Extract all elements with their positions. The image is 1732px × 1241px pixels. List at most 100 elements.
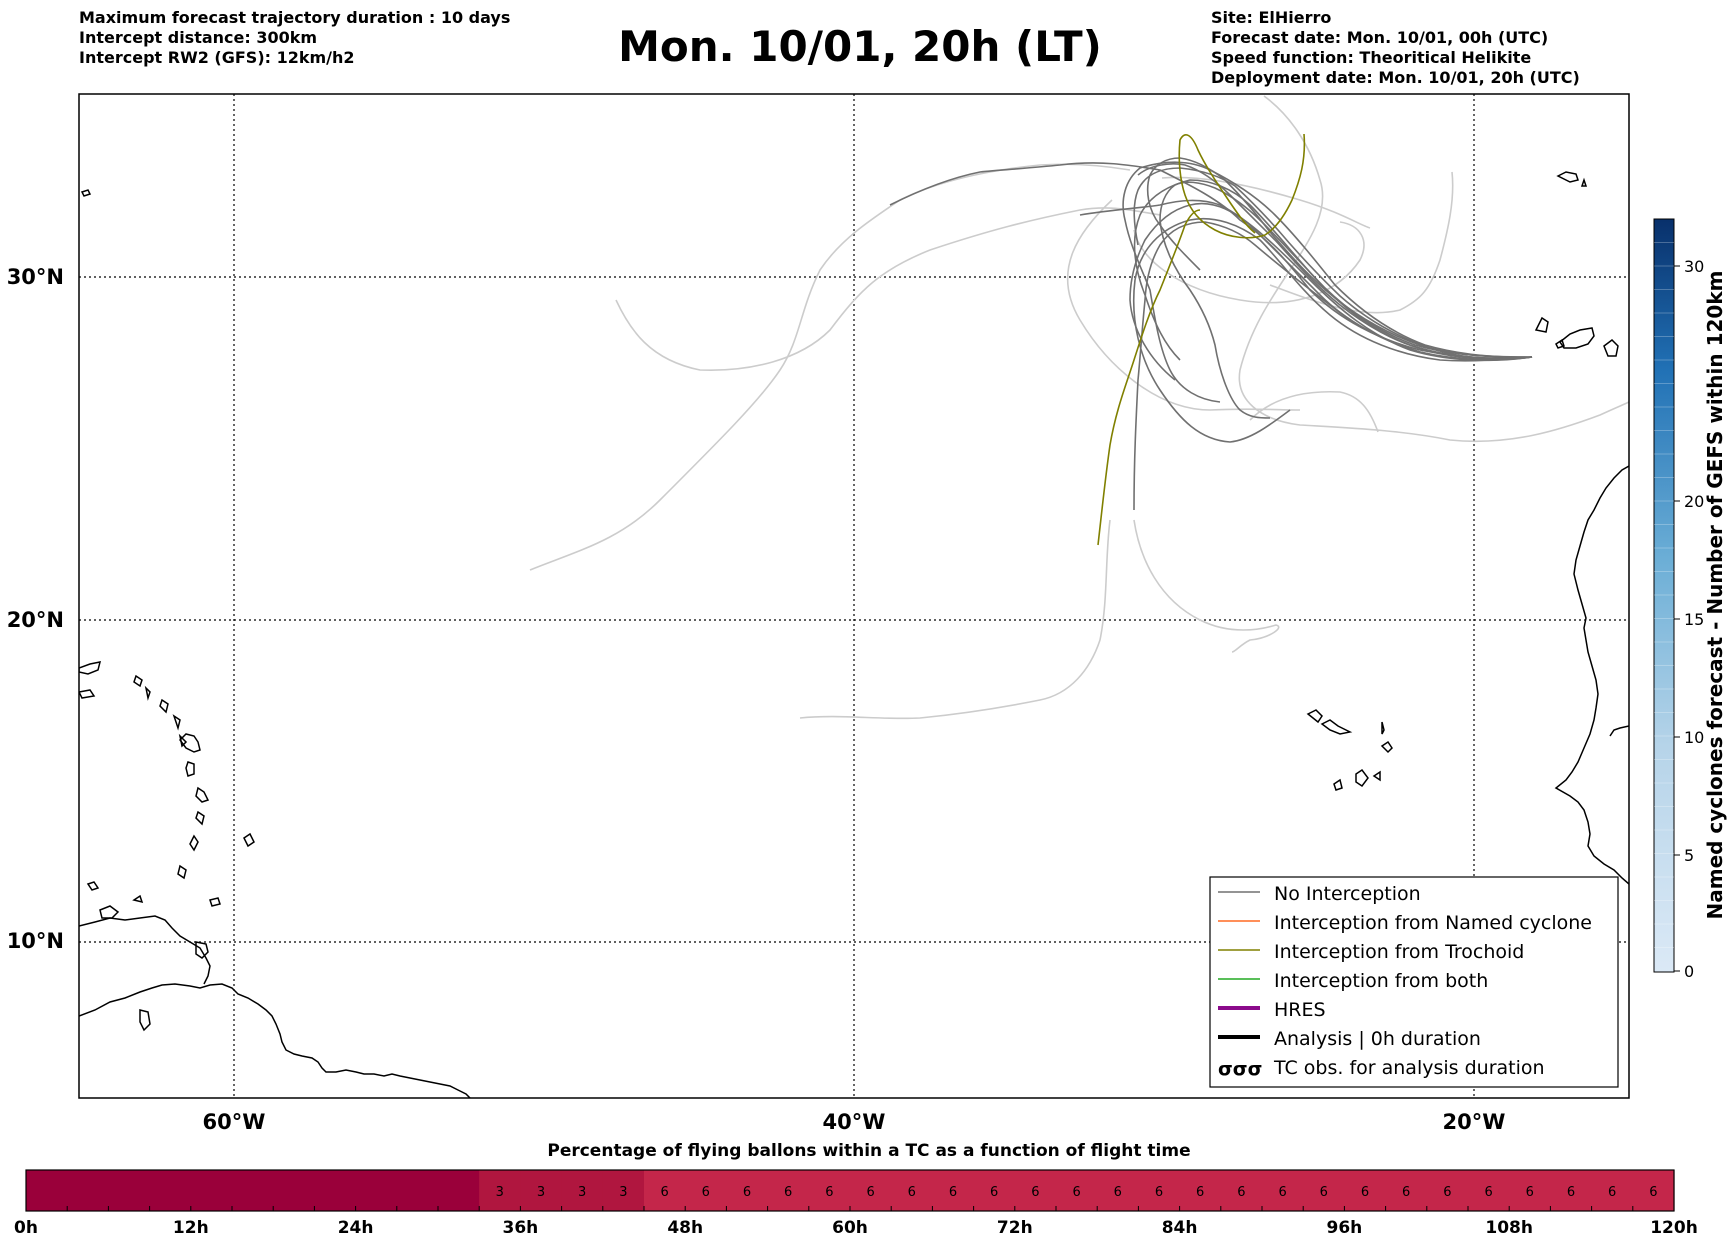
percentage-bar-cell — [1509, 1170, 1551, 1211]
percentage-bar-value: 6 — [990, 1185, 998, 1200]
colorbar-label: Named cyclones forecast - Number of GEFS… — [1703, 271, 1727, 920]
percentage-bar-cell — [1138, 1170, 1181, 1211]
island-cape-verde-7 — [1333, 778, 1343, 791]
gray-track-11 — [1146, 157, 1533, 358]
header-intercept-distance: Intercept distance: 300km — [79, 28, 318, 47]
island-madeira-2 — [1580, 177, 1588, 187]
light-track-8 — [1133, 519, 1280, 653]
colorbar-tick-5: 5 — [1684, 846, 1694, 865]
percentage-bar-value: 6 — [1114, 1185, 1122, 1200]
percentage-bar-value: 6 — [825, 1185, 833, 1200]
gray-track-10 — [1159, 181, 1533, 419]
island-barbados — [243, 832, 255, 848]
lon-label-60w: 60°W — [203, 1110, 266, 1134]
percentage-bar-cell — [108, 1170, 151, 1211]
percentage-bar-value: 6 — [1155, 1185, 1163, 1200]
percentage-bar-cell — [1591, 1170, 1634, 1211]
no-interception-trajectories — [889, 157, 1533, 511]
percentage-bar-cell — [973, 1170, 1016, 1211]
island-antilles-1 — [80, 189, 92, 197]
percentage-bar-value: 6 — [702, 1185, 710, 1200]
coastlines — [79, 171, 1629, 1098]
light-track-1 — [529, 163, 1131, 571]
island-cape-verde-5 — [1355, 768, 1369, 788]
legend: No Interception Interception from Named … — [1209, 876, 1619, 1088]
percentage-bar-cell — [932, 1170, 975, 1211]
percentage-bar-value: 3 — [537, 1185, 545, 1200]
lon-label-20w: 20°W — [1443, 1110, 1506, 1134]
coast-trinidad — [195, 941, 209, 959]
island-antilles-17 — [86, 881, 100, 891]
percentage-bar-value: 3 — [578, 1185, 586, 1200]
percentage-bar-cell — [1303, 1170, 1345, 1211]
percentage-bar-cell — [479, 1170, 521, 1211]
island-cape-verde-3 — [1381, 721, 1385, 735]
percentage-bar-cell — [26, 1170, 68, 1211]
percentage-bar-tick-label: 96h — [1327, 1218, 1363, 1238]
percentage-bar-value: 6 — [1443, 1185, 1451, 1200]
header-left: Maximum forecast trajectory duration : 1… — [79, 8, 510, 68]
colorbar-gradient — [1653, 218, 1675, 973]
header-right: Site: ElHierro Forecast date: Mon. 10/01… — [1211, 8, 1580, 88]
coast-africa-north — [1609, 725, 1629, 737]
header-forecast-date: Forecast date: Mon. 10/01, 00h (UTC) — [1211, 28, 1549, 47]
island-madeira — [1556, 171, 1579, 183]
percentage-bar-cell — [1262, 1170, 1304, 1211]
coast-south-america — [79, 983, 471, 1098]
percentage-bar-cell — [355, 1170, 398, 1211]
island-antilles-9 — [179, 733, 201, 753]
island-antilles-14 — [177, 864, 187, 880]
percentage-bar-cell — [1632, 1170, 1675, 1211]
map-title: Mon. 10/01, 20h (LT) — [618, 22, 1102, 71]
percentage-bar-value: 3 — [619, 1185, 627, 1200]
percentage-bar-tick-label: 60h — [832, 1218, 868, 1238]
percentage-bar-cell — [808, 1170, 851, 1211]
light-track-2 — [615, 207, 1161, 372]
percentage-bar-cells: 3 3 3 3 6 6 6 6 6 6 6 6 6 6 6 6 6 6 6 6 6 6 6 6 6 6 6 6 6 — [26, 1170, 1675, 1211]
percentage-bar-value: 6 — [1278, 1185, 1286, 1200]
percentage-bar: Percentage of flying ballons within a TC… — [14, 1141, 1698, 1238]
map-panel[interactable]: 30°N 20°N 10°N 60°W 40°W 20°W No Interce… — [7, 93, 1630, 1134]
percentage-bar-value: 6 — [660, 1185, 668, 1200]
colorbar-levels — [1654, 242, 1674, 948]
island-antilles-13 — [189, 834, 199, 852]
percentage-bar-value: 6 — [1072, 1185, 1080, 1200]
lat-label-20n: 20°N — [7, 608, 64, 632]
percentage-bar-tick-label: 72h — [997, 1218, 1033, 1238]
island-antilles-6 — [159, 698, 169, 714]
percentage-bar-cell — [1179, 1170, 1222, 1211]
percentage-bar-tick-label: 12h — [173, 1218, 209, 1238]
colorbar-tick-20: 20 — [1684, 492, 1704, 511]
percentage-bar-value: 6 — [1484, 1185, 1492, 1200]
legend-cyclone-symbols-icon: σσσ — [1218, 1058, 1262, 1080]
island-antilles-11 — [195, 786, 210, 803]
island-antilles-4 — [133, 674, 143, 688]
percentage-bar-value: 6 — [1196, 1185, 1204, 1200]
percentage-bar-cell — [438, 1170, 480, 1211]
percentage-bar-cell — [1097, 1170, 1139, 1211]
colorbar-tick-15: 15 — [1684, 610, 1704, 629]
percentage-bar-cell — [1550, 1170, 1593, 1211]
percentage-bar-cell — [1344, 1170, 1387, 1211]
header-deployment-date: Deployment date: Mon. 10/01, 20h (UTC) — [1211, 68, 1580, 87]
percentage-bar-cell — [190, 1170, 233, 1211]
island-antilles-7 — [172, 714, 181, 731]
legend-frame — [1209, 876, 1619, 1088]
trochoid-trajectories — [1097, 133, 1306, 546]
percentage-bar-cell — [314, 1170, 357, 1211]
percentage-bar-value: 6 — [949, 1185, 957, 1200]
percentage-bar-cell — [891, 1170, 933, 1211]
percentage-bar-ticks: 0h 12h 24h 36h 48h 60h 72h 84h 96h 108h 120h — [14, 1206, 1698, 1238]
percentage-bar-cell — [767, 1170, 810, 1211]
island-antilles-2 — [79, 661, 102, 675]
gray-track-8 — [1137, 163, 1533, 360]
island-canary-2 — [1558, 327, 1595, 349]
percentage-bar-cell — [67, 1170, 109, 1211]
percentage-bar-cell — [1385, 1170, 1428, 1211]
island-antilles-12 — [195, 810, 205, 826]
percentage-bar-tick-label: 120h — [1650, 1218, 1698, 1238]
percentage-bar-value: 6 — [1402, 1185, 1410, 1200]
percentage-bar-title: Percentage of flying ballons within a TC… — [547, 1141, 1190, 1161]
percentage-bar-cell — [1014, 1170, 1057, 1211]
